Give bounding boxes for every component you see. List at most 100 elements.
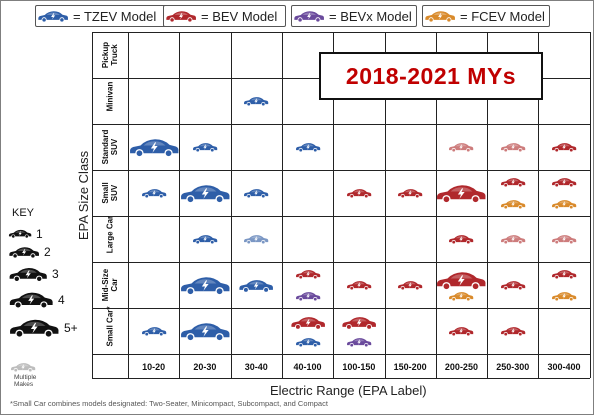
bev-car-icon [552, 270, 577, 280]
grid-line [92, 32, 590, 33]
fcev-car-icon [500, 200, 526, 210]
tzev-car-icon [244, 97, 269, 107]
bev-car-icon [398, 189, 423, 199]
row-label: Small SUV [101, 182, 119, 204]
bev-car-icon [290, 317, 325, 330]
tzev-car-icon [295, 143, 320, 153]
column-label: 10-20 [142, 362, 166, 372]
fcev-car-icon [449, 292, 474, 302]
key-car-icon [8, 229, 32, 239]
grid-line [435, 32, 437, 378]
tzev-car-icon [141, 189, 166, 199]
grid-line [92, 216, 590, 217]
bev-car-icon [342, 317, 376, 330]
tzev-car-icon [38, 11, 68, 23]
bev-car-icon [346, 189, 372, 199]
grid-line [333, 32, 335, 378]
tzev-car-icon [192, 143, 218, 153]
column-label: 250-300 [496, 362, 530, 372]
bev-car-icon [500, 178, 526, 188]
column-label: 200-250 [444, 362, 478, 372]
legend-bevx: = BEVx Model [291, 5, 417, 27]
bev-car-icon [346, 281, 372, 291]
bev-car-icon [552, 178, 577, 188]
legend-fcev-label: = FCEV Model [460, 8, 545, 24]
footnote: *Small Car combines models designated: T… [10, 399, 328, 408]
tzev-car-icon [180, 185, 230, 204]
grid-line [589, 32, 591, 378]
grid-line [384, 32, 386, 378]
column-label: 30-40 [244, 362, 268, 372]
fcev-car-icon [552, 200, 577, 210]
grid-line [92, 262, 590, 263]
tzev-car-icon [295, 338, 320, 348]
tzev-car-icon [192, 235, 218, 245]
grid-line [281, 32, 283, 378]
bev-car-icon [500, 327, 526, 337]
legend-bev-label: = BEV Model [201, 8, 278, 24]
bevx-car-icon [294, 11, 324, 23]
tzev-car-icon [239, 279, 274, 293]
grid-line [538, 32, 540, 378]
bev-car-icon [552, 143, 577, 153]
bevx-car-icon [295, 292, 320, 302]
bev-car-icon [500, 281, 526, 291]
bev-car-icon [398, 281, 423, 291]
legend-tzev: = TZEV Model [35, 5, 177, 27]
grid-line [179, 32, 181, 378]
y-axis-label: EPA Size Class [76, 150, 92, 241]
bevx-car-icon [346, 338, 372, 348]
tzev-car-icon [244, 189, 269, 199]
bev-car-icon [295, 270, 320, 280]
bev-car-icon [166, 11, 196, 23]
key-multiple-label: Multiple Makes [14, 374, 37, 388]
grid-line [92, 170, 590, 171]
row-label: Large Car [105, 215, 115, 254]
row-label: Small Car* [105, 306, 115, 347]
legend-fcev: = FCEV Model [422, 5, 550, 27]
tzev-car-icon [180, 323, 230, 342]
key-count-label: 5+ [64, 320, 78, 335]
bev-car-icon [449, 235, 474, 245]
bev-car-icon [449, 143, 474, 153]
key-car-icon [10, 319, 59, 338]
grid-line [92, 354, 590, 355]
key-multiple-makes-icon [11, 363, 36, 373]
legend-bevx-label: = BEVx Model [329, 8, 412, 24]
key-car-icon [9, 292, 53, 309]
grid-line [92, 308, 590, 309]
grid-line [92, 378, 590, 379]
key-car-icon [9, 268, 47, 282]
column-label: 40-100 [293, 362, 322, 372]
key-title: KEY [12, 207, 35, 219]
column-label: 100-150 [342, 362, 376, 372]
column-label: 20-30 [193, 362, 217, 372]
key-count-label: 3 [52, 267, 59, 281]
bev-car-icon [437, 185, 486, 204]
fcev-car-icon [552, 292, 577, 302]
fcev-car-icon [425, 11, 455, 23]
x-axis-label: Electric Range (EPA Label) [270, 383, 427, 398]
grid-line [487, 32, 489, 378]
row-label: Minivan [105, 81, 115, 112]
tzev-car-icon [244, 235, 269, 245]
column-label: 150-200 [393, 362, 427, 372]
key-count-label: 4 [58, 292, 65, 307]
row-label: Pickup Truck [101, 41, 119, 69]
bev-car-icon [449, 327, 474, 337]
row-label: Standard SUV [101, 129, 119, 165]
legend-tzev-label: = TZEV Model [73, 8, 157, 24]
bev-car-icon [437, 272, 486, 291]
grid-line [92, 32, 93, 378]
grid-line [128, 32, 129, 378]
key-car-icon [9, 247, 39, 259]
key-count-label: 1 [36, 226, 43, 241]
grid-line [92, 124, 590, 125]
bev-car-icon [500, 143, 526, 153]
column-label: 300-400 [547, 362, 581, 372]
row-label: Mid-Size Car [101, 268, 119, 302]
legend-bev: = BEV Model [163, 5, 286, 27]
tzev-car-icon [141, 327, 166, 337]
title-box: 2018-2021 MYs [319, 52, 543, 100]
page-title: 2018-2021 MYs [345, 62, 517, 89]
